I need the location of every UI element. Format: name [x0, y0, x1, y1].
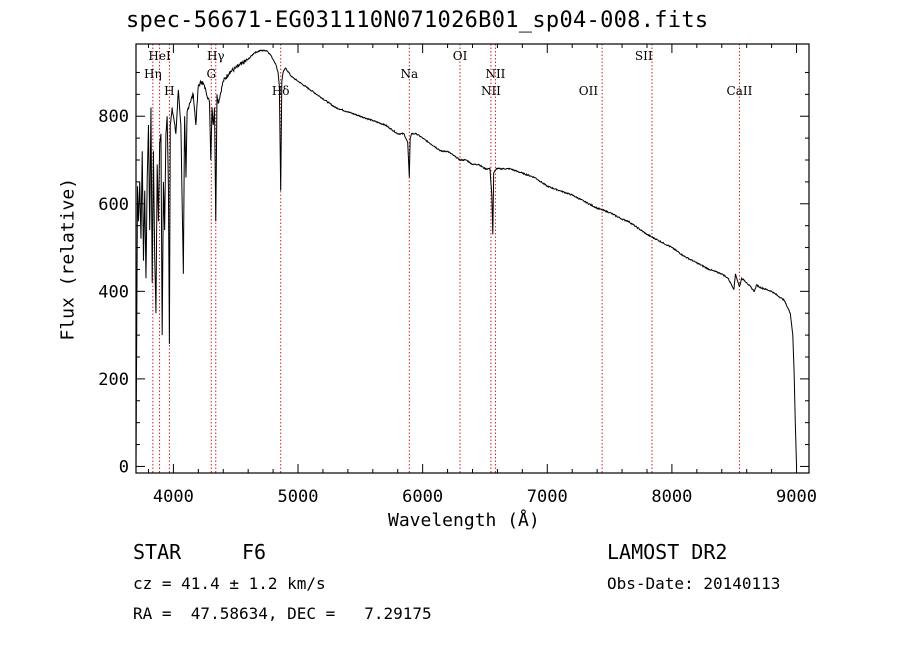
line-label-hei: HeI	[148, 49, 171, 63]
line-label-sii: SII	[635, 49, 653, 63]
line-label-na: Na	[400, 67, 418, 81]
line-label-oi: OI	[453, 49, 468, 63]
x-tick-label: 8000	[651, 487, 692, 507]
subclass-label: F6	[242, 540, 267, 564]
series-group	[135, 49, 798, 467]
line-label-hγ: Hγ	[207, 49, 225, 63]
marker-label-group: HeI HηH Hγ G Hδ Na OI NII NII OII SII CaII	[144, 49, 753, 98]
line-marker-group	[152, 44, 740, 473]
x-tick-label: 7000	[527, 487, 568, 507]
survey-label: LAMOST DR2	[607, 540, 728, 564]
x-tick-label: 4000	[153, 487, 194, 507]
radec-line: RA = 47.58634, DEC = 7.29175	[133, 604, 432, 623]
chart-title: spec-56671-EG031110N071026B01_sp04-008.f…	[126, 8, 709, 33]
y-tick-label: 200	[98, 370, 129, 390]
plot-frame	[135, 43, 810, 474]
obs-date-line: Obs-Date: 20140113	[607, 574, 781, 593]
x-axis-label: Wavelength (Å)	[388, 510, 540, 531]
line-label-nii: NII	[481, 84, 501, 98]
line-label-h: H	[164, 84, 174, 98]
y-tick-label: 0	[119, 457, 129, 477]
line-label-g: G	[206, 67, 216, 81]
line-label-nii: NII	[485, 67, 505, 81]
class-label: STAR	[133, 540, 182, 564]
y-tick-label: 600	[98, 195, 129, 215]
line-label-hη: Hη	[144, 67, 162, 81]
tick-group: 4000 5000 6000 7000 8000 9000 0 200 400 600 800	[98, 44, 817, 507]
line-label-caii: CaII	[727, 84, 753, 98]
y-tick-label: 800	[98, 107, 129, 127]
line-label-hδ: Hδ	[272, 84, 290, 98]
x-tick-label: 6000	[402, 487, 443, 507]
x-tick-label: 5000	[278, 487, 319, 507]
line-label-oii: OII	[579, 84, 599, 98]
y-axis-label: Flux (relative)	[57, 177, 79, 341]
cz-line: cz = 41.4 ± 1.2 km/s	[133, 574, 326, 593]
x-tick-label: 9000	[776, 487, 817, 507]
series-line-spectrum	[135, 49, 798, 467]
y-tick-label: 400	[98, 282, 129, 302]
